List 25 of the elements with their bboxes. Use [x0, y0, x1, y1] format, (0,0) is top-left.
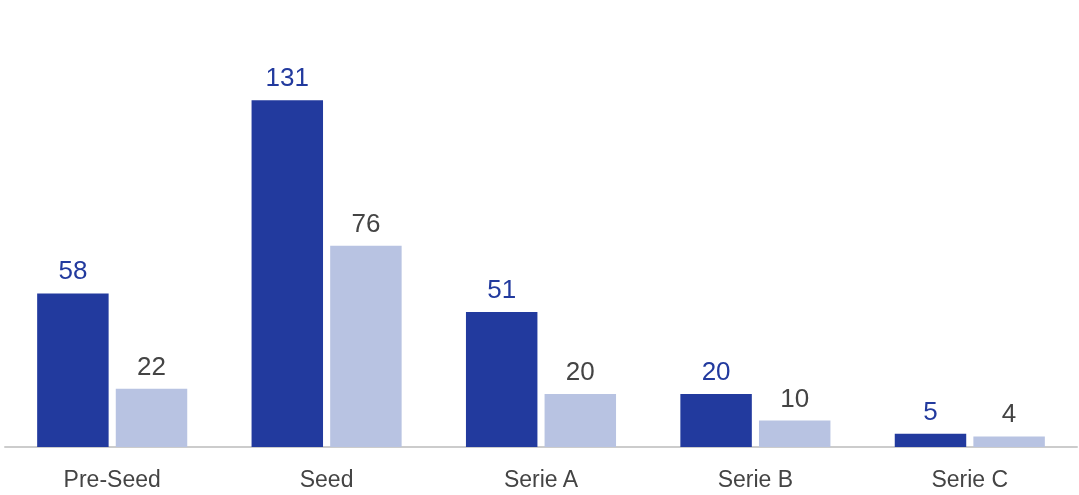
x-tick-label: Serie C — [931, 465, 1009, 492]
data-label: 4 — [1001, 398, 1017, 429]
x-tick-label: Pre-Seed — [63, 465, 161, 492]
data-label: 22 — [137, 350, 166, 381]
bar — [465, 312, 538, 447]
bar — [330, 245, 402, 447]
data-label: 51 — [487, 274, 517, 305]
data-label: 76 — [351, 207, 381, 238]
bar — [251, 100, 324, 447]
data-label: 20 — [565, 356, 595, 387]
data-label: 20 — [701, 356, 731, 387]
x-tick-label: Serie A — [503, 465, 579, 492]
data-label: 58 — [58, 255, 88, 286]
data-label: 131 — [265, 62, 309, 93]
bar — [758, 420, 831, 447]
bar — [973, 436, 1045, 447]
bar — [894, 433, 967, 447]
data-label: 10 — [780, 382, 810, 413]
bar — [37, 293, 109, 447]
bar — [544, 394, 617, 447]
bar — [115, 388, 188, 447]
x-tick-label: Seed — [299, 465, 354, 492]
data-label: 5 — [923, 395, 938, 426]
bar — [680, 394, 752, 447]
x-tick-label: Serie B — [717, 465, 794, 492]
